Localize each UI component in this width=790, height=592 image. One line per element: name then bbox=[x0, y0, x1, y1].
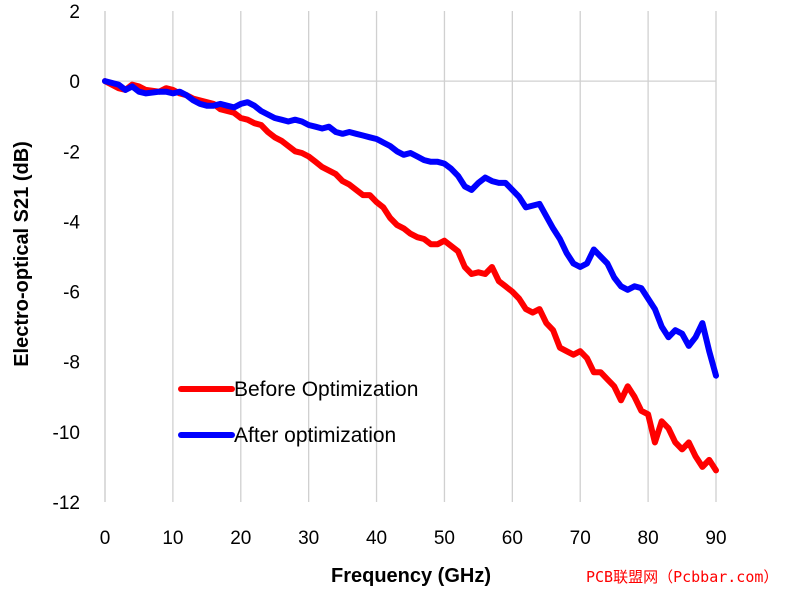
y-tick-label: 2 bbox=[69, 2, 80, 23]
watermark-text: PCB联盟网（Pcbbar.com） bbox=[586, 568, 779, 586]
x-axis-title: Frequency (GHz) bbox=[331, 565, 491, 587]
x-tick-label: 50 bbox=[434, 528, 455, 549]
y-tick-label: -8 bbox=[63, 353, 80, 374]
legend-label: After optimization bbox=[234, 424, 396, 447]
series-line-after bbox=[102, 78, 719, 379]
x-tick-label: 0 bbox=[100, 528, 111, 549]
x-tick-label: 60 bbox=[502, 528, 523, 549]
x-tick-label: 70 bbox=[570, 528, 591, 549]
legend: Before Optimization After optimization bbox=[178, 378, 418, 447]
y-tick-label: -12 bbox=[53, 493, 80, 514]
x-tick-labels: 0 10 20 30 40 50 60 70 80 90 bbox=[100, 528, 727, 549]
y-axis-title: Electro-optical S21 (dB) bbox=[11, 141, 33, 367]
x-tick-label: 30 bbox=[298, 528, 319, 549]
legend-label: Before Optimization bbox=[234, 378, 418, 401]
x-tick-label: 40 bbox=[366, 528, 387, 549]
y-tick-label: -4 bbox=[63, 212, 80, 233]
series-group bbox=[102, 78, 719, 474]
grid-lines bbox=[104, 11, 717, 502]
y-tick-label: -6 bbox=[63, 283, 80, 304]
y-tick-label: -2 bbox=[63, 142, 80, 163]
y-tick-label: -10 bbox=[53, 423, 80, 444]
y-tick-label: 0 bbox=[69, 72, 80, 93]
x-tick-label: 10 bbox=[162, 528, 183, 549]
x-tick-label: 80 bbox=[638, 528, 659, 549]
x-tick-label: 20 bbox=[230, 528, 251, 549]
y-tick-labels: 2 0 -2 -4 -6 -8 -10 -12 bbox=[53, 2, 81, 514]
series-line-before bbox=[102, 78, 719, 474]
x-tick-label: 90 bbox=[705, 528, 726, 549]
